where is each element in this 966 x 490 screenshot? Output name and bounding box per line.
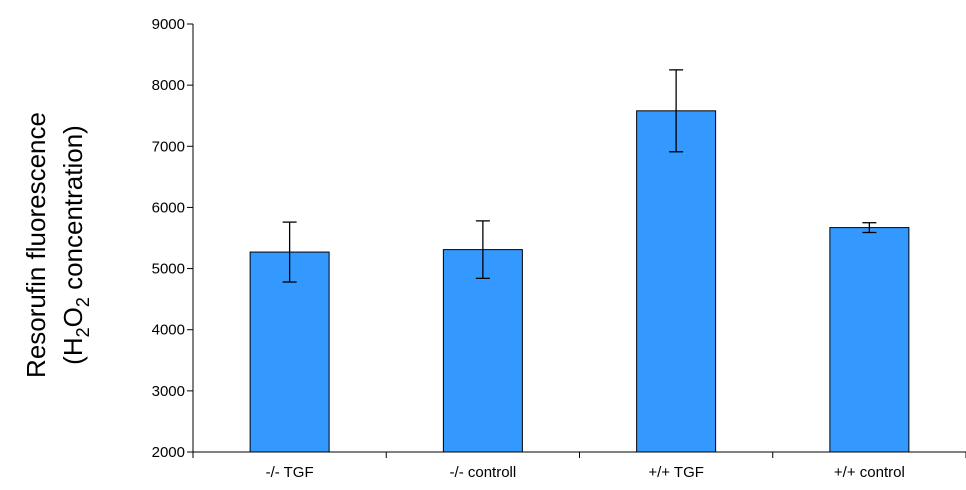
error-bar bbox=[862, 222, 877, 234]
x-tick-label: +/+ TGF bbox=[648, 464, 704, 481]
y-tick-label: 4000 bbox=[152, 322, 185, 339]
bar bbox=[442, 249, 523, 453]
x-ticks-layer: -/- TGF -/- controll +/+ TGF +/+ control bbox=[192, 452, 966, 481]
x-tick-label: -/- controll bbox=[450, 464, 517, 481]
y-axis-title-close: concentration) bbox=[58, 125, 88, 297]
y-tick-label: 8000 bbox=[152, 77, 185, 94]
x-tick-label: +/+ control bbox=[834, 464, 905, 481]
error-bar bbox=[475, 220, 490, 280]
x-tick-label: -/- TGF bbox=[266, 464, 314, 481]
y-ticks-layer: 2000 3000 4000 5000 6000 7000 8000 9000 bbox=[152, 16, 193, 461]
bars-layer bbox=[249, 110, 910, 453]
y-tick-label: 6000 bbox=[152, 199, 185, 216]
y-axis-title-open: (H bbox=[58, 337, 88, 364]
y-tick-label: 2000 bbox=[152, 444, 185, 461]
y-tick-label: 7000 bbox=[152, 138, 185, 155]
y-axis-title-mid: O bbox=[58, 307, 88, 327]
y-tick-label: 5000 bbox=[152, 261, 185, 278]
y-axis-title-subscript-1: 2 bbox=[73, 327, 93, 337]
bar bbox=[636, 110, 717, 453]
bar bbox=[829, 227, 910, 453]
y-axis-title-line1: Resorufin fluorescence bbox=[21, 112, 51, 378]
error-bars-layer bbox=[282, 69, 877, 283]
error-bar bbox=[669, 69, 684, 153]
y-axis-title-line2: (H2O2 concentration) bbox=[58, 125, 93, 365]
bar bbox=[249, 251, 330, 453]
y-axis-title-subscript-2: 2 bbox=[73, 297, 93, 307]
error-bar bbox=[282, 221, 297, 283]
y-tick-label: 3000 bbox=[152, 383, 185, 400]
y-tick-label: 9000 bbox=[152, 16, 185, 33]
